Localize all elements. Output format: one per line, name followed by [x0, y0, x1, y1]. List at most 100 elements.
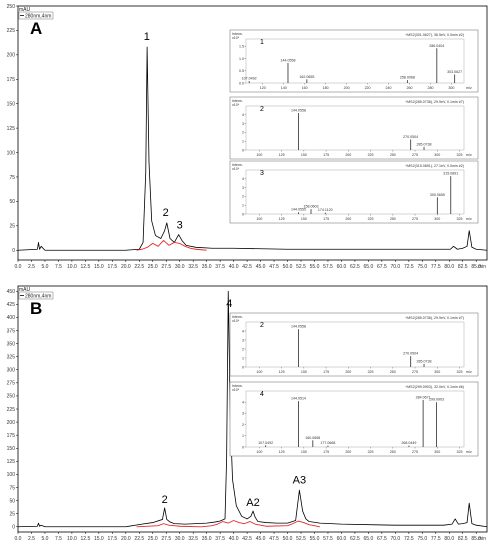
x-tick-label: 0.0 — [15, 264, 22, 270]
inset-plot-frame — [245, 38, 465, 84]
inset-x-tick-label: 225 — [368, 450, 374, 454]
x-tick-label: 5.0 — [41, 264, 48, 270]
inset-x-tick-label: 250 — [390, 370, 396, 374]
chromatogram-trace-2 — [136, 520, 320, 528]
inset-x-tick-label: 300 — [434, 370, 440, 374]
inset-x-tick-label: 200 — [345, 153, 351, 157]
inset-x-tick-label: 240 — [386, 86, 392, 90]
inset-y-tick-label: 1 — [242, 204, 244, 208]
inset-x-tick-label: 300 — [434, 450, 440, 454]
inset-label: 2 — [260, 322, 264, 329]
x-tick-label: 85.0 — [471, 536, 481, 542]
inset-x-tick-label: 275 — [412, 450, 418, 454]
x-tick-label: 62.5 — [350, 536, 360, 542]
inset-x-tick-label: 275 — [412, 217, 418, 221]
inset-x-unit: m/z — [466, 153, 472, 157]
x-tick-label: 75.0 — [417, 264, 427, 270]
y-unit-label: mAU — [19, 7, 31, 13]
x-tick-label: 35.0 — [202, 264, 212, 270]
y-tick-label: 25 — [9, 511, 15, 517]
x-tick-label: 75.0 — [417, 536, 427, 542]
y-tick-label: 225 — [7, 407, 16, 413]
ms2-peak-label: 270.0504 — [403, 135, 418, 139]
x-tick-label: 5.0 — [41, 536, 48, 542]
ms2-peak-label: 162.0655 — [299, 75, 314, 79]
inset-x-tick-label: 275 — [412, 370, 418, 374]
ms2-peak-label: 286.0404 — [429, 44, 444, 48]
inset-y-unit: Intens. — [232, 384, 243, 388]
ms2-peak-label: 268.0449 — [401, 441, 416, 445]
ms2-peak-label: 107.0492 — [258, 441, 273, 445]
inset-frame — [229, 312, 479, 377]
x-tick-label: 35.0 — [202, 536, 212, 542]
inset-plot-frame — [245, 390, 465, 448]
inset-frame — [229, 29, 479, 93]
ms2-peak-label: 144.0514 — [291, 397, 306, 401]
x-tick-label: 47.5 — [269, 264, 279, 270]
ms2-inset-2: +MS2(285.0738), 29.9eV, 0.1min #7) Intens… — [229, 96, 479, 160]
inset-x-unit: m/z — [466, 450, 472, 454]
inset-y-tick-label: 1 — [242, 356, 244, 360]
inset-x-tick-label: 125 — [279, 217, 285, 221]
ms2-inset-3: +MS2(315.0891), 27.1eV, 0.0min #2) Intens… — [229, 160, 479, 224]
y-tick-label: 200 — [7, 420, 16, 426]
ms2-peak-label: 174.1120 — [318, 208, 333, 212]
y-tick-label: 50 — [9, 199, 15, 205]
inset-x-tick-label: 100 — [256, 217, 262, 221]
inset-y-unit-scale: x10⁴ — [232, 36, 240, 40]
inset-x-tick-label: 160 — [302, 86, 308, 90]
x-tick-label: 60.0 — [337, 264, 347, 270]
y-tick-label: 125 — [7, 126, 16, 132]
inset-y-unit-scale: x10⁴ — [232, 167, 240, 171]
ms2-peak-label: 270.0504 — [403, 352, 418, 356]
y-tick-label: 175 — [7, 77, 16, 83]
x-tick-label: 72.5 — [404, 264, 414, 270]
y-tick-label: 375 — [7, 328, 16, 334]
x-tick-label: 42.5 — [242, 264, 252, 270]
x-tick-label: 47.5 — [269, 536, 279, 542]
detector-label: 280nm,4nm — [25, 294, 51, 300]
inset-x-tick-label: 125 — [279, 450, 285, 454]
inset-x-tick-label: 325 — [457, 217, 463, 221]
inset-y-tick-label: 1.0 — [239, 57, 244, 61]
inset-y-unit-scale: x10⁴ — [232, 388, 240, 392]
x-tick-label: 37.5 — [215, 536, 225, 542]
x-tick-label: 65.0 — [364, 536, 374, 542]
x-tick-label: 72.5 — [404, 536, 414, 542]
inset-frame — [229, 381, 479, 457]
x-tick-label: 70.0 — [390, 536, 400, 542]
inset-y-tick-label: 2 — [242, 195, 244, 199]
x-tick-label: 27.5 — [161, 264, 171, 270]
x-tick-label: 85.0 — [471, 264, 481, 270]
inset-x-tick-label: 300 — [448, 86, 454, 90]
x-tick-label: 7.5 — [55, 536, 62, 542]
y-tick-label: 425 — [7, 302, 16, 308]
inset-x-tick-label: 200 — [345, 450, 351, 454]
inset-label: 3 — [260, 170, 264, 177]
inset-x-tick-label: 225 — [368, 217, 374, 221]
inset-label: 2 — [260, 106, 264, 113]
x-tick-label: 57.5 — [323, 264, 333, 270]
inset-y-tick-label: 1 — [242, 140, 244, 144]
x-tick-label: 62.5 — [350, 264, 360, 270]
inset-x-tick-label: 175 — [323, 450, 329, 454]
inset-x-tick-label: 275 — [412, 153, 418, 157]
inset-x-tick-label: 140 — [281, 86, 287, 90]
x-tick-label: 82.5 — [458, 536, 468, 542]
x-tick-label: 17.5 — [107, 264, 117, 270]
inset-header: +MS2(315.0891), 27.1eV, 0.0min #2) — [405, 164, 464, 168]
panel-letter: A — [30, 19, 42, 38]
y-tick-label: 350 — [7, 341, 16, 347]
y-tick-label: 325 — [7, 354, 16, 360]
inset-plot-frame — [245, 169, 465, 215]
y-tick-label: 25 — [9, 224, 15, 230]
inset-x-tick-label: 200 — [345, 217, 351, 221]
inset-x-tick-label: 250 — [390, 450, 396, 454]
y-tick-label: 75 — [9, 485, 15, 491]
x-tick-label: 37.5 — [215, 264, 225, 270]
y-tick-label: 225 — [7, 28, 16, 34]
y-tick-label: 300 — [7, 368, 16, 374]
x-tick-label: 12.5 — [81, 264, 91, 270]
peak-label: 4 — [226, 298, 232, 310]
